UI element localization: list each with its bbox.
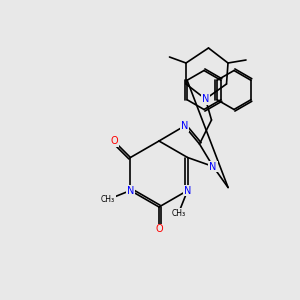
Text: O: O bbox=[110, 136, 118, 146]
Text: N: N bbox=[209, 161, 217, 172]
Text: N: N bbox=[202, 94, 209, 104]
Text: O: O bbox=[155, 224, 163, 235]
Text: N: N bbox=[127, 185, 134, 196]
Text: CH₃: CH₃ bbox=[172, 208, 186, 217]
Text: N: N bbox=[184, 185, 191, 196]
Text: N: N bbox=[181, 121, 188, 131]
Text: CH₃: CH₃ bbox=[101, 195, 115, 204]
